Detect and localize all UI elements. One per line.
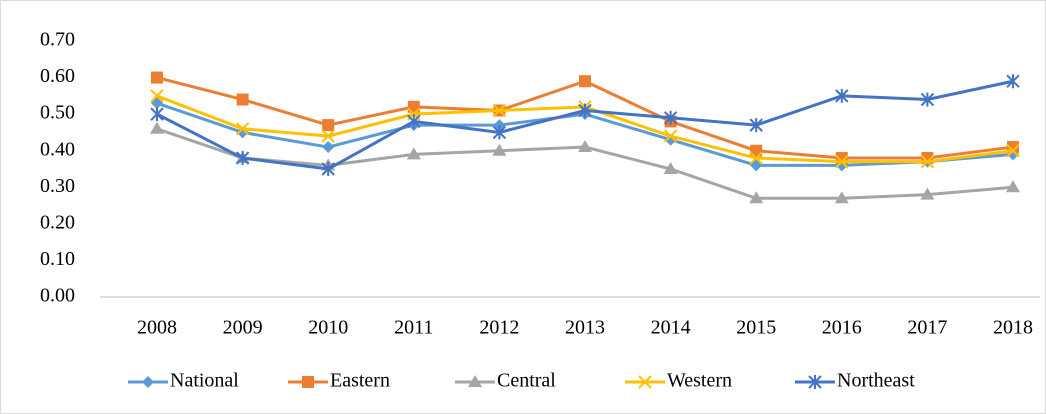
marker — [236, 93, 249, 106]
marker — [492, 125, 507, 140]
x-tick-label: 2016 — [822, 317, 862, 339]
marker — [1006, 144, 1020, 158]
marker — [407, 114, 421, 129]
marker — [834, 191, 849, 204]
marker — [835, 154, 849, 169]
marker — [749, 191, 764, 204]
x-tick-label: 2018 — [993, 317, 1033, 339]
marker — [321, 162, 335, 176]
marker — [1006, 74, 1020, 89]
legend-label: Eastern — [330, 370, 390, 392]
marker — [492, 143, 507, 156]
marker — [142, 376, 154, 388]
marker — [150, 89, 164, 103]
x-tick-label: 2010 — [308, 317, 348, 339]
x-tick-label: 2009 — [223, 317, 263, 339]
marker — [638, 375, 652, 389]
x-tick-label: 2011 — [394, 317, 433, 339]
legend-label: Northeast — [837, 370, 915, 392]
x-tick-label: 2014 — [651, 317, 691, 339]
marker — [235, 151, 250, 166]
y-tick-label: 0.60 — [40, 65, 75, 87]
marker — [302, 376, 314, 388]
marker — [492, 103, 507, 118]
x-tick-label: 2013 — [565, 317, 605, 339]
marker — [406, 147, 421, 160]
marker — [151, 71, 163, 84]
marker — [749, 151, 763, 165]
marker — [150, 121, 164, 134]
marker — [920, 154, 935, 169]
marker — [321, 129, 335, 143]
y-tick-label: 0.10 — [40, 248, 75, 270]
marker — [663, 129, 678, 143]
y-tick-label: 0.20 — [40, 211, 75, 233]
marker — [663, 162, 678, 174]
marker — [322, 141, 335, 154]
marker — [920, 187, 935, 200]
marker — [835, 88, 849, 103]
legend-label: National — [170, 370, 239, 392]
marker — [663, 110, 678, 125]
x-tick-label: 2017 — [907, 317, 947, 339]
legend-label: Western — [667, 370, 732, 392]
marker — [578, 103, 592, 118]
y-tick-label: 0.30 — [40, 175, 75, 197]
y-tick-label: 0.70 — [40, 29, 75, 51]
marker — [322, 119, 335, 132]
marker — [235, 122, 250, 136]
marker — [808, 375, 822, 389]
marker — [578, 140, 592, 153]
x-tick-label: 2015 — [736, 317, 776, 339]
y-tick-label: 0.00 — [40, 285, 75, 307]
y-tick-label: 0.40 — [40, 138, 75, 160]
marker — [150, 107, 164, 122]
x-tick-label: 2008 — [137, 317, 177, 339]
marker — [468, 375, 482, 387]
legend-label: Central — [497, 370, 556, 392]
marker — [749, 118, 763, 133]
marker — [1006, 180, 1020, 193]
x-tick-label: 2012 — [479, 317, 519, 339]
marker — [579, 75, 591, 88]
marker — [920, 92, 935, 107]
y-tick-label: 0.50 — [40, 102, 75, 124]
